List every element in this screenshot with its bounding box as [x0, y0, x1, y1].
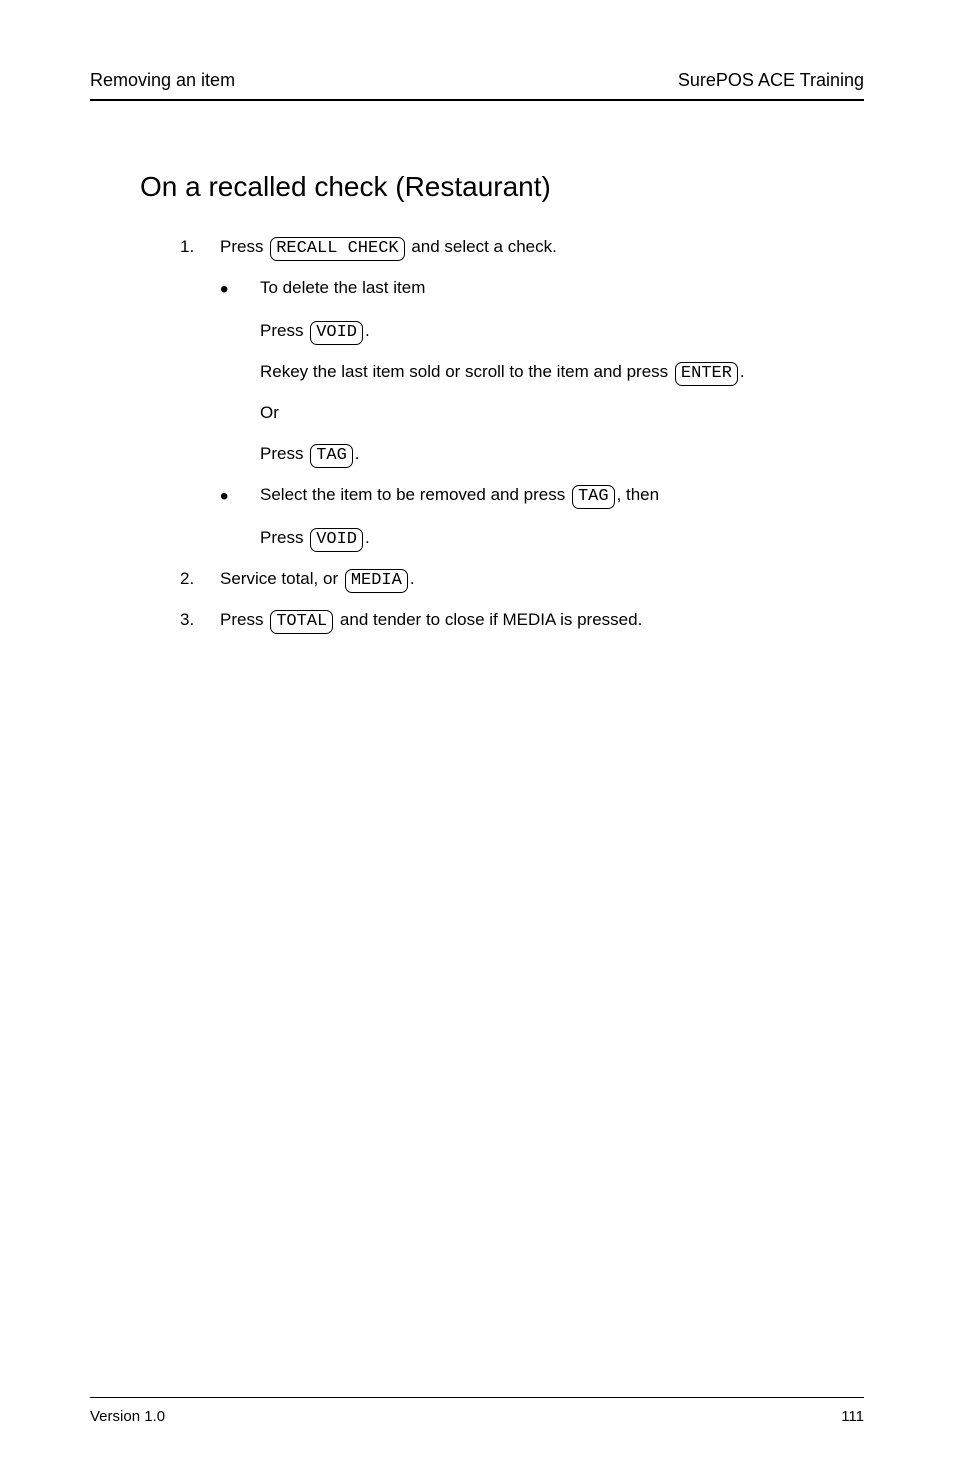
text-fragment: and select a check. — [407, 237, 557, 256]
text-fragment: Press — [260, 444, 308, 463]
footer-version: Version 1.0 — [90, 1408, 165, 1425]
bullet-text: Select the item to be removed and press … — [260, 481, 844, 512]
key-tag: TAG — [572, 485, 615, 509]
bullet-2: • Select the item to be removed and pres… — [140, 481, 844, 512]
bullet-text: To delete the last item — [260, 274, 844, 305]
step-text: Press RECALL CHECK and select a check. — [220, 233, 844, 262]
text-fragment: . — [355, 444, 360, 463]
step-1: 1. Press RECALL CHECK and select a check… — [140, 233, 844, 262]
step-number: 3. — [140, 606, 220, 635]
step-number: 2. — [140, 565, 220, 594]
footer-page-number: 111 — [841, 1408, 864, 1425]
bullet-1-line-1: Press VOID. — [140, 317, 844, 346]
step-3: 3. Press TOTAL and tender to close if ME… — [140, 606, 844, 635]
text-fragment: . — [365, 528, 370, 547]
text-fragment: Press — [260, 528, 308, 547]
content-area: 1. Press RECALL CHECK and select a check… — [90, 233, 864, 635]
step-text: Service total, or MEDIA. — [220, 565, 844, 594]
text-fragment: . — [365, 321, 370, 340]
page-footer: Version 1.0 111 — [90, 1397, 864, 1425]
step-number: 1. — [140, 233, 220, 262]
step-2: 2. Service total, or MEDIA. — [140, 565, 844, 594]
header-right: SurePOS ACE Training — [678, 70, 864, 91]
text-fragment: . — [740, 362, 745, 381]
text-fragment: Select the item to be removed and press — [260, 485, 570, 504]
key-total: TOTAL — [270, 610, 333, 634]
text-fragment: Rekey the last item sold or scroll to th… — [260, 362, 673, 381]
key-recall-check: RECALL CHECK — [270, 237, 404, 261]
bullet-1-line-2: Rekey the last item sold or scroll to th… — [140, 358, 844, 387]
text-fragment: and tender to close if MEDIA is pressed. — [335, 610, 642, 629]
text-fragment: Service total, or — [220, 569, 343, 588]
text-fragment: Press — [260, 321, 308, 340]
key-media: MEDIA — [345, 569, 408, 593]
text-fragment: Press — [220, 237, 268, 256]
text-fragment: Or — [260, 403, 279, 422]
text-fragment: Press — [220, 610, 268, 629]
text-fragment: . — [410, 569, 415, 588]
key-enter: ENTER — [675, 362, 738, 386]
bullet-2-line-1: Press VOID. — [140, 524, 844, 553]
text-fragment: , then — [617, 485, 660, 504]
header-left: Removing an item — [90, 70, 235, 91]
key-tag: TAG — [310, 444, 353, 468]
bullet-1-line-3: Press TAG. — [140, 440, 844, 469]
key-void: VOID — [310, 528, 363, 552]
key-void: VOID — [310, 321, 363, 345]
step-text: Press TOTAL and tender to close if MEDIA… — [220, 606, 844, 635]
bullet-marker: • — [220, 481, 260, 512]
bullet-marker: • — [220, 274, 260, 305]
bullet-1-line-or: Or — [140, 399, 844, 428]
page-header: Removing an item SurePOS ACE Training — [90, 70, 864, 101]
bullet-1: • To delete the last item — [140, 274, 844, 305]
page-title: On a recalled check (Restaurant) — [90, 171, 864, 203]
